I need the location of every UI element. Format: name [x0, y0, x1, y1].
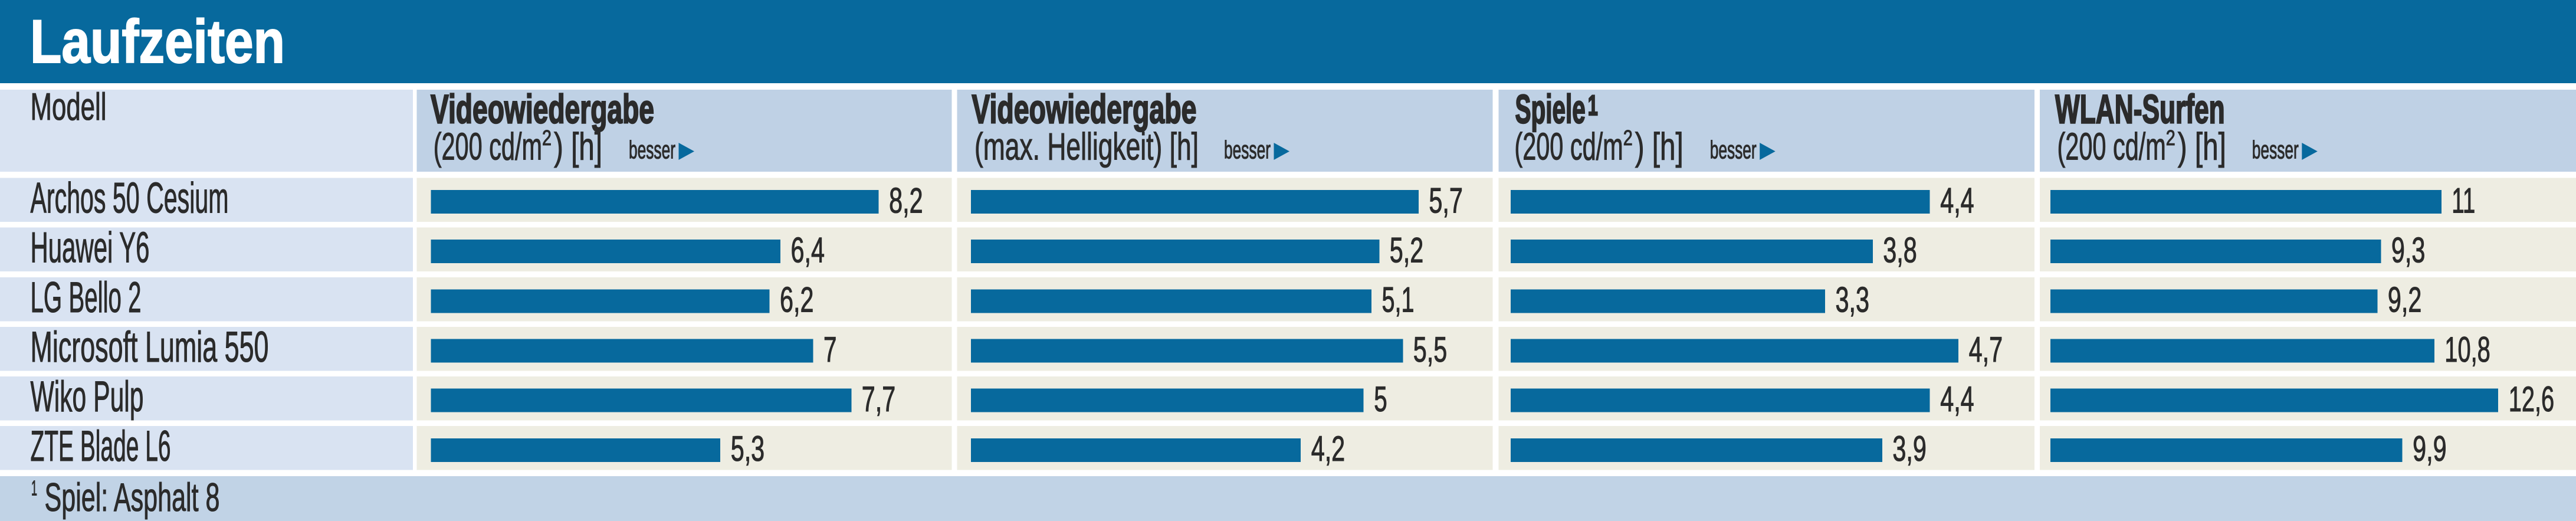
svg-text:LG Bello 2: LG Bello 2	[31, 274, 142, 322]
svg-text:3,9: 3,9	[1892, 428, 1927, 468]
svg-text:) [h]: ) [h]	[1635, 124, 1684, 168]
svg-text:(200 cd/m: (200 cd/m	[1514, 124, 1623, 168]
svg-text:(max. Helligkeit) [h]: (max. Helligkeit) [h]	[974, 124, 1199, 168]
svg-text:10,8: 10,8	[2444, 329, 2490, 369]
svg-text:11: 11	[2452, 180, 2475, 220]
svg-text:6,4: 6,4	[791, 230, 825, 270]
svg-text:Videowiedergabe: Videowiedergabe	[972, 86, 1196, 132]
svg-text:5,3: 5,3	[731, 428, 765, 468]
svg-text:Wiko Pulp: Wiko Pulp	[31, 373, 144, 421]
svg-text:7,7: 7,7	[862, 379, 896, 419]
svg-text:Spiele: Spiele	[1515, 86, 1586, 132]
svg-text:besser: besser	[629, 136, 675, 165]
svg-text:2: 2	[2166, 126, 2175, 150]
svg-text:(200 cd/m: (200 cd/m	[434, 124, 542, 168]
svg-text:(200 cd/m: (200 cd/m	[2057, 124, 2166, 168]
svg-text:5: 5	[1374, 379, 1387, 419]
svg-text:4,4: 4,4	[1940, 379, 1974, 419]
svg-text:besser: besser	[1710, 136, 1757, 165]
svg-text:besser: besser	[2252, 136, 2299, 165]
svg-text:1: 1	[31, 476, 37, 500]
svg-text:Modell: Modell	[31, 85, 107, 128]
svg-text:) [h]: ) [h]	[554, 124, 602, 168]
svg-text:4,4: 4,4	[1940, 180, 1974, 220]
svg-text:9,2: 9,2	[2388, 280, 2422, 320]
svg-text:2: 2	[1623, 126, 1633, 150]
svg-text:ZTE Blade L6: ZTE Blade L6	[31, 422, 171, 470]
svg-text:6,2: 6,2	[780, 280, 814, 320]
svg-text:12,6: 12,6	[2509, 379, 2555, 419]
svg-text:Spiel: Asphalt 8: Spiel: Asphalt 8	[45, 475, 220, 520]
svg-text:9,9: 9,9	[2413, 428, 2447, 468]
svg-text:3,3: 3,3	[1836, 280, 1870, 320]
svg-text:WLAN-Surfen: WLAN-Surfen	[2055, 86, 2225, 132]
svg-text:3,8: 3,8	[1883, 230, 1917, 270]
svg-text:7: 7	[823, 329, 837, 369]
svg-text:Videowiedergabe: Videowiedergabe	[431, 86, 654, 132]
svg-text:besser: besser	[1224, 136, 1271, 165]
svg-text:1: 1	[1588, 90, 1598, 122]
svg-text:5,7: 5,7	[1429, 180, 1463, 220]
svg-text:Huawei Y6: Huawei Y6	[31, 224, 150, 272]
svg-text:Laufzeiten: Laufzeiten	[30, 8, 285, 76]
svg-text:4,7: 4,7	[1969, 329, 2003, 369]
svg-text:Archos 50 Cesium: Archos 50 Cesium	[31, 175, 229, 222]
svg-text:5,5: 5,5	[1413, 329, 1448, 369]
svg-text:4,2: 4,2	[1311, 428, 1346, 468]
svg-text:2: 2	[542, 126, 552, 150]
svg-text:5,2: 5,2	[1390, 230, 1424, 270]
svg-text:) [h]: ) [h]	[2178, 124, 2226, 168]
svg-text:5,1: 5,1	[1382, 280, 1415, 320]
svg-text:Microsoft Lumia 550: Microsoft Lumia 550	[31, 323, 269, 371]
svg-text:9,3: 9,3	[2391, 230, 2426, 270]
svg-text:8,2: 8,2	[889, 180, 923, 220]
